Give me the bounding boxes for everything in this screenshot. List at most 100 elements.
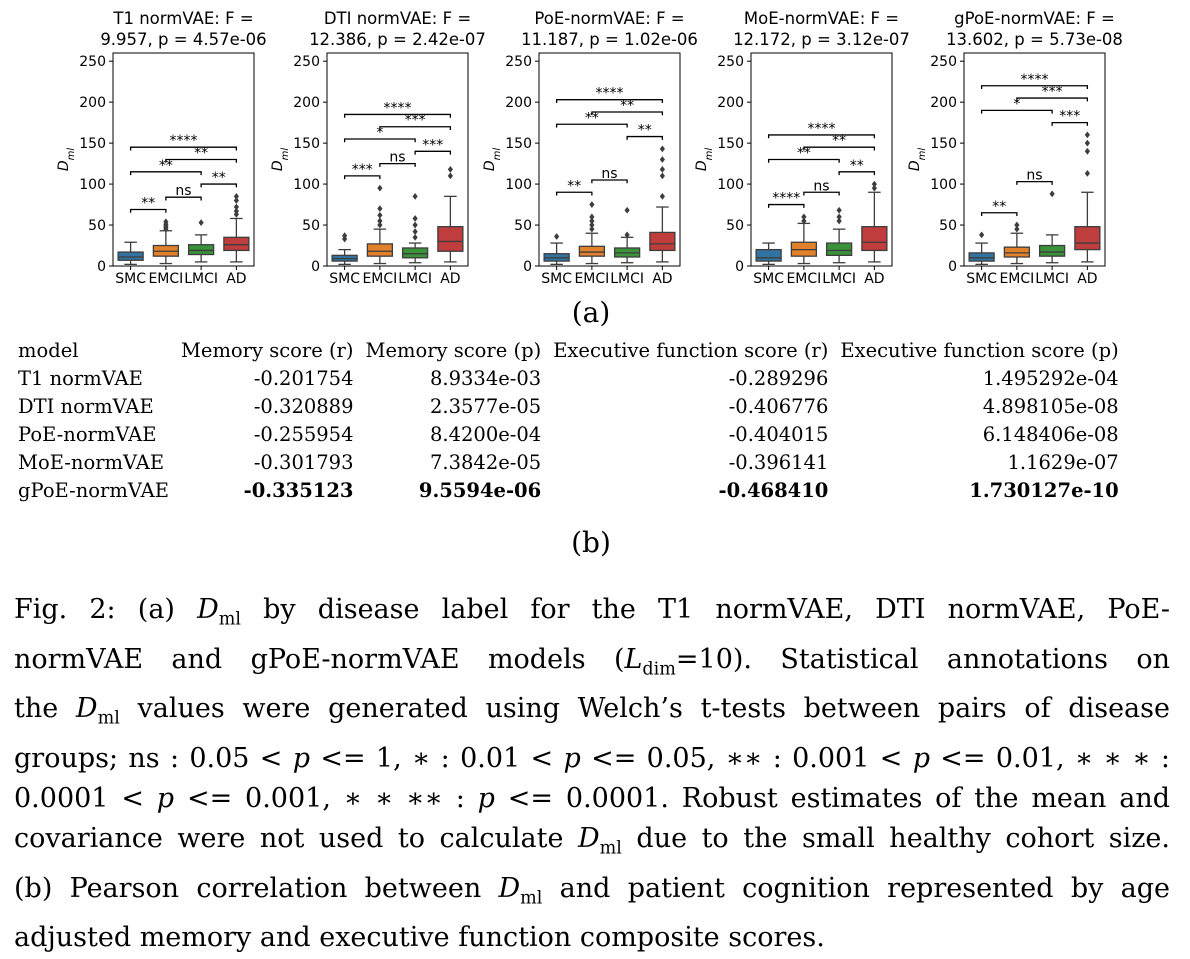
- cell-memory-r: -0.320889: [253, 394, 354, 418]
- outlier-point: [801, 217, 807, 225]
- cell-exec-p: 6.148406e-08: [982, 422, 1119, 446]
- outlier-point: [412, 192, 418, 200]
- outlier-point: [377, 205, 383, 213]
- box-ad: [437, 226, 464, 252]
- box-lmci: [187, 244, 215, 256]
- y-tick-label: 250: [79, 54, 106, 70]
- significance-bracket: [767, 134, 876, 139]
- x-tick-label-emci: EMCI: [574, 271, 609, 287]
- header-model: model: [18, 338, 79, 362]
- y-tick-label: 50: [939, 218, 957, 234]
- significance-label: **: [797, 146, 811, 162]
- outlier-point: [447, 172, 453, 180]
- y-tick-label: 150: [505, 136, 532, 152]
- panel-title-line-2: 12.386, p = 2.42e-07: [309, 30, 486, 49]
- y-axis-label: Dml: [270, 148, 291, 172]
- x-tick-label-smc: SMC: [115, 271, 146, 287]
- x-tick-label-emci: EMCI: [362, 271, 397, 287]
- table-row: T1 normVAE -0.201754 8.9334e-03 -0.28929…: [12, 364, 1125, 392]
- significance-label: **: [194, 146, 208, 162]
- table-b-label: (b): [571, 526, 611, 559]
- y-tick-label: 100: [717, 177, 744, 193]
- plot-frame: [112, 52, 255, 267]
- outlier-point: [377, 211, 383, 219]
- significance-bracket: [165, 158, 238, 163]
- outlier-point: [624, 231, 630, 239]
- x-tick-label-lmci: LMCI: [822, 271, 856, 287]
- cell-model: gPoE-normVAE: [18, 478, 169, 502]
- significance-bracket: [980, 212, 1018, 217]
- table-row: gPoE-normVAE -0.335123 9.5594e-06 -0.468…: [12, 476, 1125, 504]
- outlier-point: [589, 201, 595, 208]
- cell-memory-p: 2.3577e-05: [430, 394, 542, 418]
- caption-line: covariance were not used to calculate Dm…: [14, 823, 1170, 859]
- significance-bracket: [129, 146, 238, 151]
- significance-label: **: [992, 199, 1006, 215]
- outlier-point: [412, 233, 418, 241]
- outlier-point: [198, 219, 204, 226]
- caption-line: normVAE and gPoE-normVAE models (Ldim=10…: [14, 643, 1170, 679]
- significance-bracket: [838, 171, 876, 176]
- significance-label: ****: [772, 191, 800, 207]
- significance-label: **: [159, 158, 173, 174]
- significance-label: ***: [405, 113, 426, 129]
- y-tick-label: 50: [302, 218, 320, 234]
- panel-title-line-1: gPoE-normVAE: F =: [954, 9, 1115, 28]
- significance-label: ***: [422, 137, 443, 153]
- outlier-point: [1014, 225, 1020, 233]
- outlier-point: [412, 221, 418, 229]
- x-tick-label-emci: EMCI: [148, 271, 183, 287]
- y-tick-label: 150: [717, 136, 744, 152]
- cell-exec-r: -0.406776: [728, 394, 829, 418]
- figure-a-label: (a): [571, 296, 611, 329]
- panel-title-line-2: 11.187, p = 1.02e-06: [521, 30, 698, 49]
- y-tick-label: 0: [97, 259, 106, 275]
- outlier-point: [163, 218, 169, 226]
- y-tick-label: 50: [88, 218, 106, 234]
- y-tick-label: 150: [79, 136, 106, 152]
- box-lmci: [825, 242, 853, 257]
- outlier-point: [589, 217, 595, 225]
- significance-bracket: [626, 135, 664, 140]
- significance-label: ****: [596, 86, 624, 102]
- caption-line: (b) Pearson correlation between Dml and …: [14, 872, 1171, 909]
- significance-label: ****: [1021, 72, 1049, 88]
- y-tick-label: 0: [948, 259, 957, 275]
- cell-exec-r: -0.289296: [728, 366, 829, 390]
- outlier-point: [871, 180, 877, 188]
- significance-label: **: [585, 110, 599, 126]
- y-tick-label: 150: [930, 136, 957, 152]
- significance-label: ns: [389, 150, 405, 166]
- x-tick-label-lmci: LMCI: [398, 271, 432, 287]
- outlier-point: [624, 206, 630, 214]
- significance-label: ***: [352, 162, 373, 178]
- cell-exec-p: 1.730127e-10: [969, 478, 1119, 502]
- panel-title-line-2: 12.172, p = 3.12e-07: [733, 30, 910, 49]
- y-tick-label: 200: [79, 95, 106, 111]
- significance-bracket: [980, 109, 1053, 114]
- x-tick-label-lmci: LMCI: [1035, 271, 1069, 287]
- cell-exec-p: 4.898105e-08: [982, 394, 1119, 418]
- x-tick-label-smc: SMC: [753, 271, 784, 287]
- y-tick-label: 100: [79, 177, 106, 193]
- box-emci: [366, 243, 394, 257]
- outlier-point: [659, 192, 665, 200]
- box-emci: [1003, 246, 1031, 258]
- significance-bracket: [1016, 180, 1053, 185]
- table-row: PoE-normVAE -0.255954 8.4200e-04 -0.4040…: [12, 420, 1125, 448]
- header-memory-p: Memory score (p): [365, 338, 542, 362]
- significance-bracket: [1016, 97, 1089, 102]
- outlier-point: [836, 217, 842, 225]
- significance-label: **: [141, 195, 155, 211]
- significance-bracket: [343, 175, 381, 180]
- x-tick-label-smc: SMC: [329, 271, 360, 287]
- outlier-point: [412, 215, 418, 222]
- box-ad: [1074, 226, 1101, 251]
- cell-memory-r: -0.255954: [253, 422, 354, 446]
- box-emci: [578, 245, 606, 257]
- significance-bracket: [200, 183, 238, 188]
- x-tick-label-ad: AD: [652, 271, 672, 287]
- box-lmci: [1038, 244, 1066, 257]
- header-memory-r: Memory score (r): [180, 338, 354, 362]
- cell-exec-p: 1.495292e-04: [982, 366, 1119, 390]
